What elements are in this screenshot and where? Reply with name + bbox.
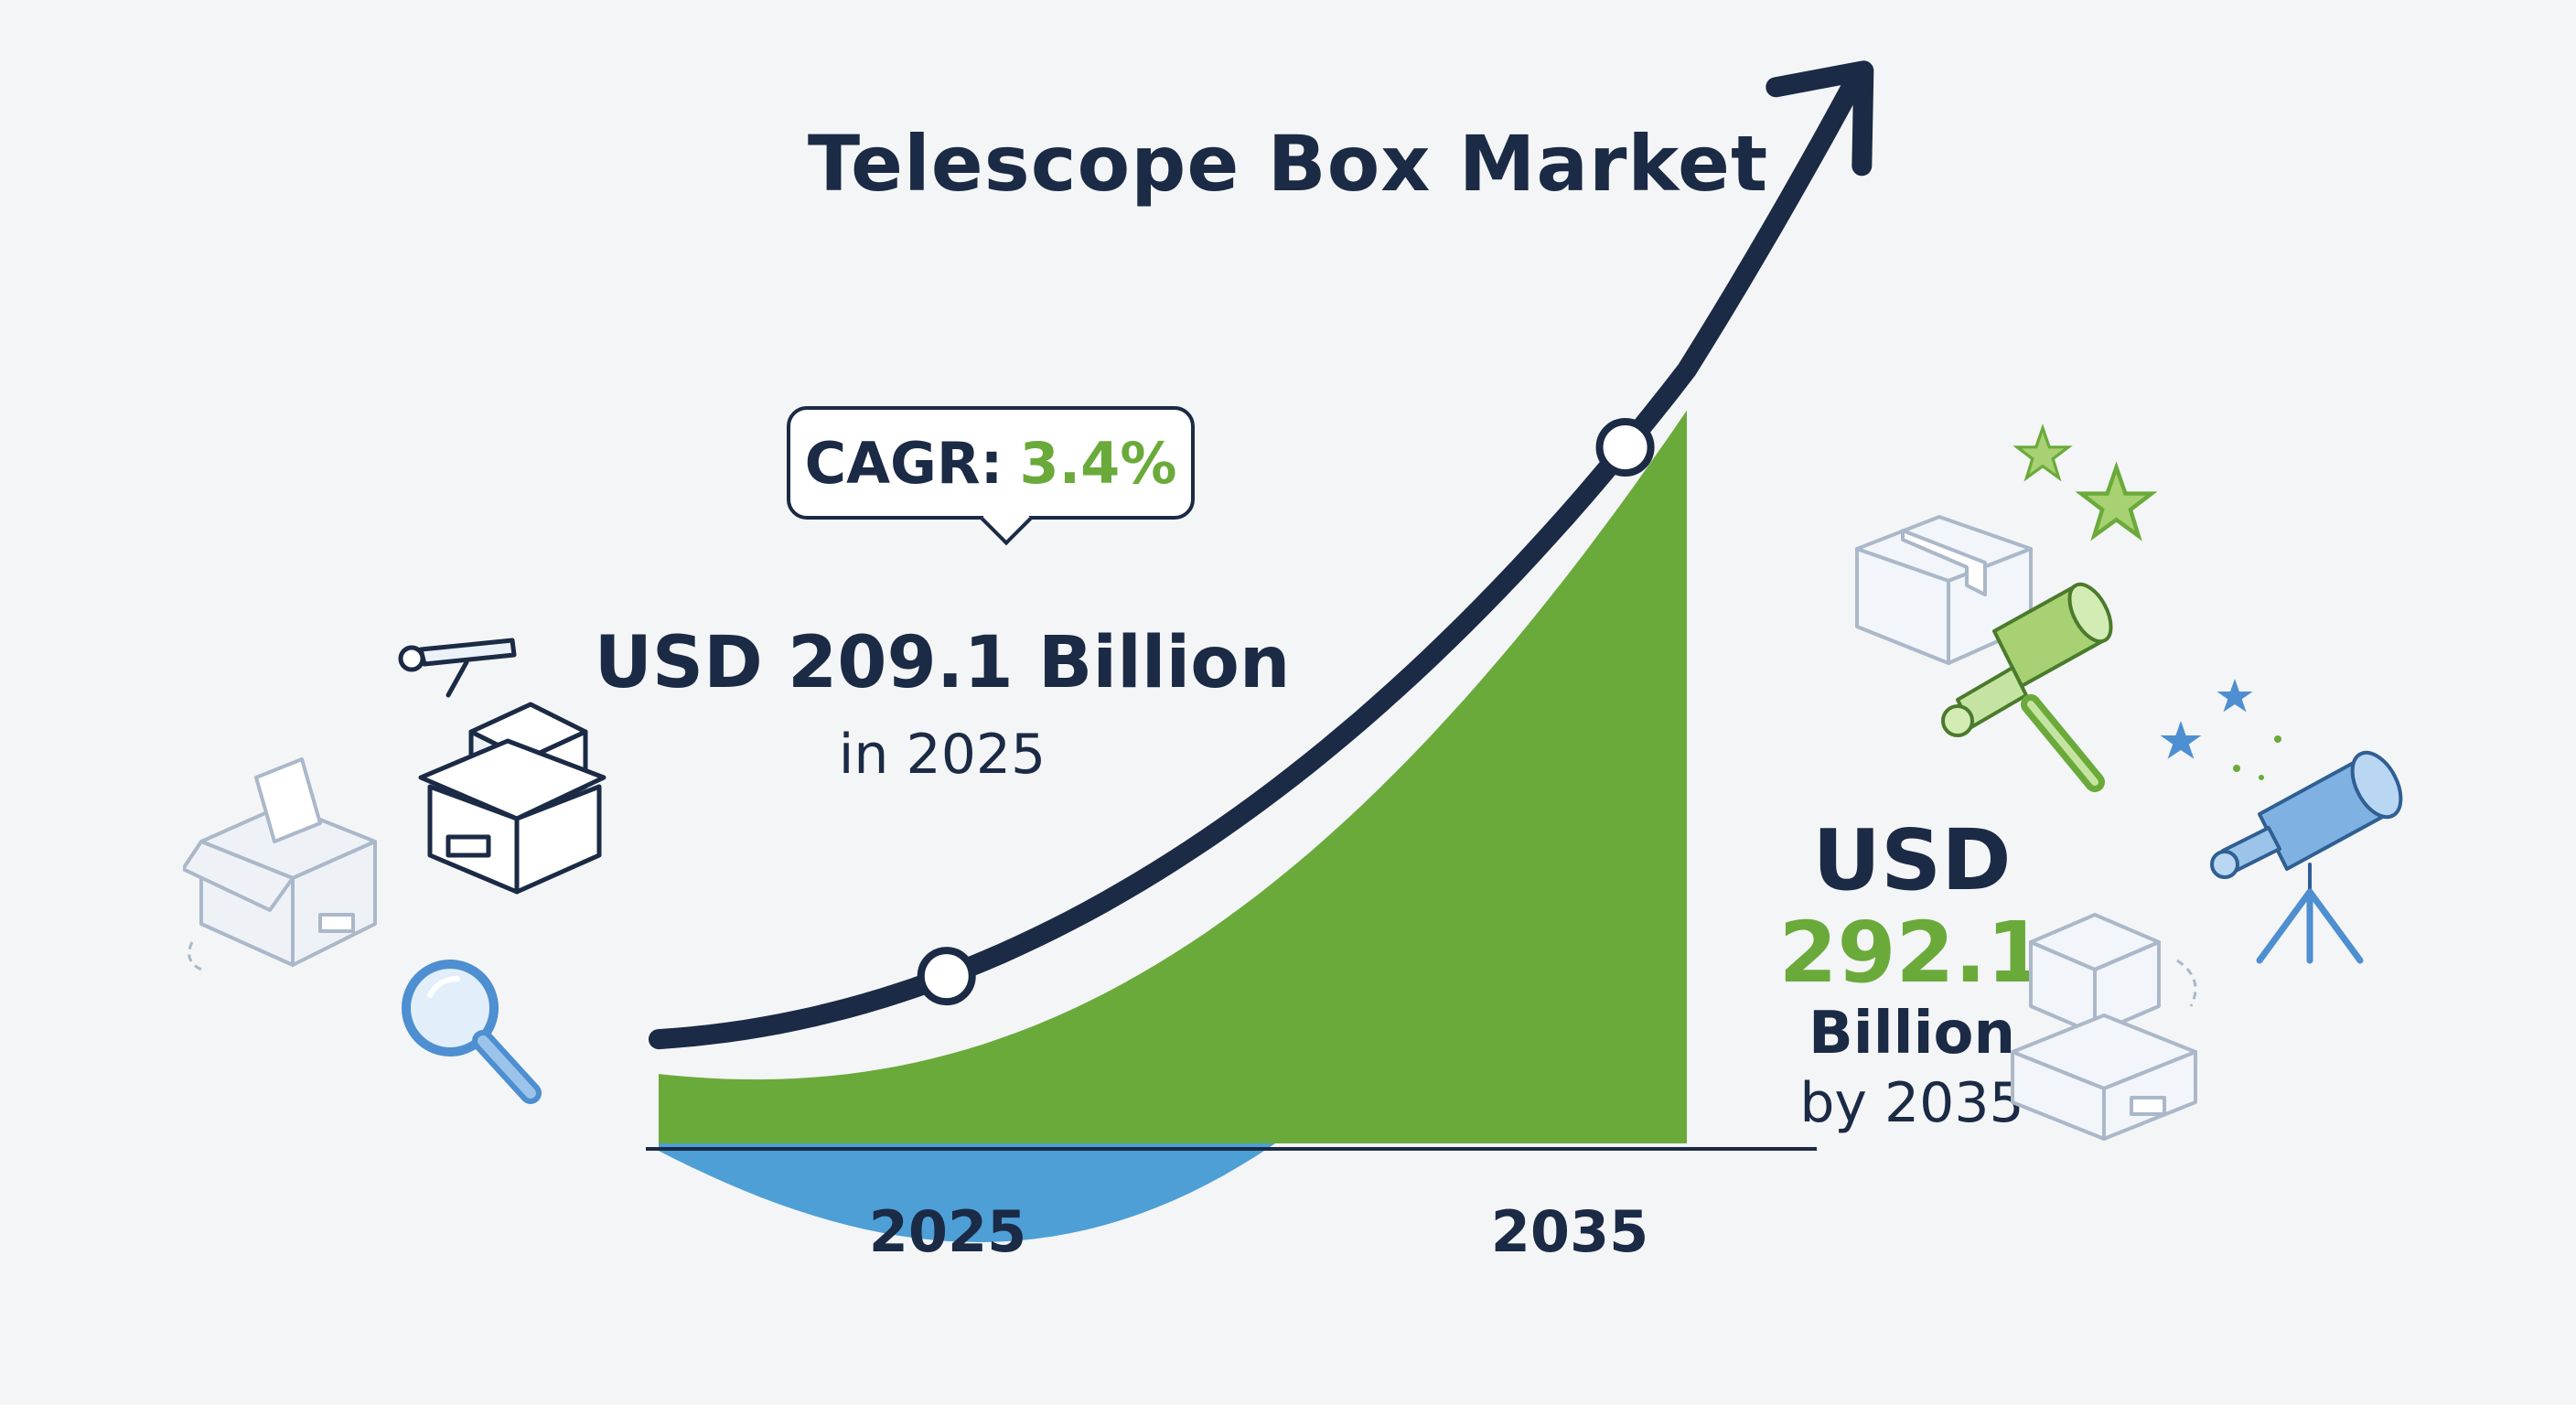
blue-stars-icon	[2160, 679, 2281, 780]
telescope-box-icon	[398, 638, 606, 895]
start-year-note: in 2025	[838, 723, 1046, 787]
end-value-unit: Billion	[1808, 1000, 2016, 1068]
blue-telescope-icon	[2210, 750, 2403, 964]
end-value-block: USD 292.1 Billion by 2035	[1674, 814, 2150, 1138]
start-value-label: USD 209.1 Billion	[594, 622, 1291, 704]
cagr-value: 3.4%	[1019, 429, 1177, 497]
growth-line	[649, 64, 1869, 1050]
end-value-label: USD 292.1	[1674, 814, 2150, 999]
box-icon	[1855, 515, 2033, 665]
start-point	[917, 947, 976, 1006]
end-year-note: by 2035	[1799, 1071, 2024, 1136]
growth-arrowhead	[1766, 60, 1874, 177]
star-icon	[2012, 424, 2158, 542]
green-area	[659, 410, 1687, 1144]
end-point	[1595, 418, 1655, 477]
end-value-prefix: USD	[1812, 811, 2012, 909]
stacked-boxes-icon	[2011, 913, 2197, 1141]
x-tick-label-0: 2025	[868, 1198, 1027, 1265]
x-tick-label-1: 2035	[1490, 1198, 1649, 1265]
cagr-label: CAGR:	[804, 429, 1004, 497]
cagr-callout: CAGR: 3.4%	[787, 406, 1195, 546]
magnifier-icon	[402, 960, 542, 1104]
chart-title: Telescope Box Market	[807, 119, 1769, 209]
green-telescope-icon	[1941, 582, 2113, 792]
open-box-icon	[183, 757, 377, 971]
end-value-number: 292.1	[1778, 904, 2045, 1003]
